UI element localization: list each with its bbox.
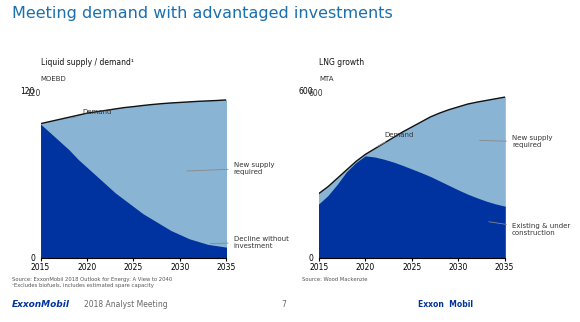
Text: Source: Wood Mackenzie: Source: Wood Mackenzie [302,277,367,282]
Text: ExxonMobil: ExxonMobil [12,300,70,309]
Text: 7: 7 [282,300,287,309]
Text: MTA: MTA [319,76,333,82]
Text: New supply
required: New supply required [187,162,274,175]
Text: Demand: Demand [71,109,112,118]
Text: Liquid supply / demand¹: Liquid supply / demand¹ [41,58,133,67]
Text: 120: 120 [26,89,41,98]
Text: 2018 Analyst Meeting: 2018 Analyst Meeting [84,300,168,309]
Text: MOEBD: MOEBD [41,76,66,82]
Text: New supply
required: New supply required [480,135,553,148]
Text: Exxon  Mobil: Exxon Mobil [418,300,473,309]
Text: Existing & under
construction: Existing & under construction [489,222,570,236]
Text: LNG growth: LNG growth [319,58,364,67]
Text: 600: 600 [309,89,323,98]
Text: Meeting demand with advantaged investments: Meeting demand with advantaged investmen… [12,6,392,22]
Text: Source: ExxonMobil 2018 Outlook for Energy: A View to 2040
¹Excludes biofuels, i: Source: ExxonMobil 2018 Outlook for Ener… [12,277,172,288]
Text: Decline without
investment: Decline without investment [211,236,288,249]
Text: Demand: Demand [377,132,414,147]
